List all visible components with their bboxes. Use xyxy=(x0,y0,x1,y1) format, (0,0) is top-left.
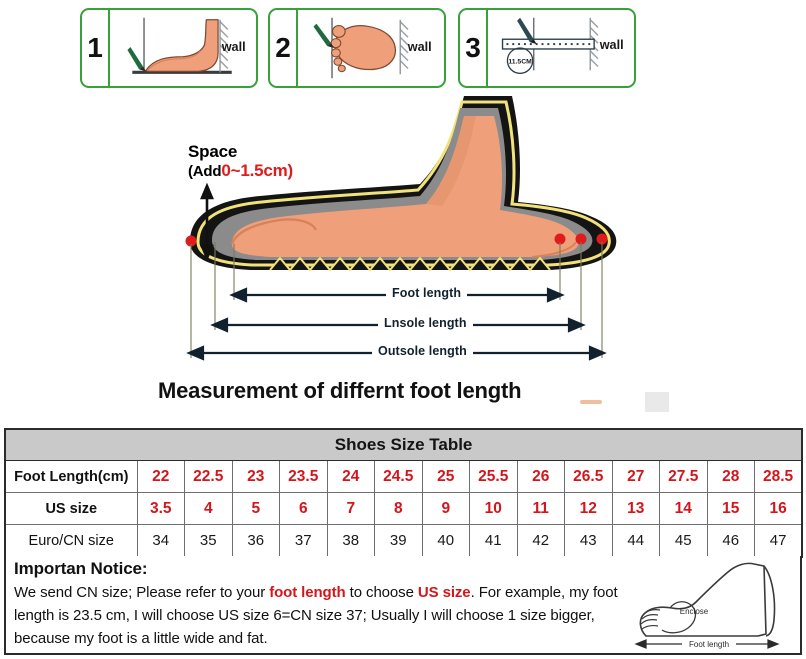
marker-foot-heel xyxy=(554,233,566,245)
section-heading: Measurement of differnt foot length xyxy=(158,378,522,403)
notice-text-3: . For example, my foot length is 23.5 cm… xyxy=(14,584,618,647)
step-number-2: 2 xyxy=(270,10,298,86)
step-3-illustration: 11.5CM wall xyxy=(488,10,634,86)
image-artifact-left xyxy=(580,400,602,404)
cell-euro-cn-size: 44 xyxy=(611,524,660,558)
step-3-ruler-reading: 11.5CM xyxy=(508,59,532,66)
cell-euro-cn-size: 46 xyxy=(706,524,755,558)
cell-us-size: 8 xyxy=(374,492,423,525)
cell-us-size: 14 xyxy=(659,492,708,525)
notice-highlight-us-size: US size xyxy=(417,584,471,601)
notice-title: Importan Notice: xyxy=(14,559,148,578)
cell-foot-length: 28 xyxy=(706,460,755,493)
cell-us-size: 12 xyxy=(564,492,613,525)
label-outsole-length: Outsole length xyxy=(372,344,473,358)
cell-foot-length: 25.5 xyxy=(469,460,518,493)
label-insole-length: Lnsole length xyxy=(378,316,473,330)
table-row-euro-cn-size: Euro/CN size 34 35 36 37 38 39 40 41 42 … xyxy=(4,524,803,558)
image-artifact-right xyxy=(645,392,669,412)
cell-us-size: 10 xyxy=(469,492,518,525)
step-3-wall-label: wall xyxy=(599,38,624,52)
step-1-wall-label: wall xyxy=(221,40,246,54)
cell-foot-length: 24.5 xyxy=(374,460,423,493)
space-range-text: 0~1.5cm) xyxy=(221,161,294,181)
notice-foot-illustration: Enclose Foot length xyxy=(624,558,796,652)
table-row-foot-length: Foot Length(cm) 22 22.5 23 23.5 24 24.5 … xyxy=(4,460,803,493)
cell-us-size: 13 xyxy=(611,492,660,525)
step-2-illustration: wall xyxy=(298,10,444,86)
cell-foot-length: 23 xyxy=(231,460,280,493)
cell-foot-length: 25 xyxy=(421,460,470,493)
step-panel-3: 3 xyxy=(458,8,636,88)
cell-us-size: 9 xyxy=(421,492,470,525)
step-1-illustration: wall xyxy=(110,10,256,86)
row-header-euro-cn-size: Euro/CN size xyxy=(4,524,138,558)
step-number-3: 3 xyxy=(460,10,488,86)
cell-foot-length: 27.5 xyxy=(659,460,708,493)
cell-euro-cn-size: 41 xyxy=(469,524,518,558)
cell-us-size: 7 xyxy=(326,492,375,525)
cell-us-size: 16 xyxy=(754,492,803,525)
marker-outsole-toe xyxy=(185,235,197,247)
cell-foot-length: 22.5 xyxy=(184,460,233,493)
table-title-row: Shoes Size Table xyxy=(4,428,803,461)
label-foot-length: Foot length xyxy=(386,286,468,300)
space-callout: Space (Add0~1.5cm) xyxy=(188,142,293,181)
notice-text-2: to choose xyxy=(345,584,418,601)
space-add-text: (Add xyxy=(188,163,222,181)
foot-measurement-diagram: Space (Add0~1.5cm) Foot length Lnsole le… xyxy=(120,92,680,382)
cell-euro-cn-size: 37 xyxy=(279,524,328,558)
cell-foot-length: 27 xyxy=(611,460,660,493)
row-header-foot-length: Foot Length(cm) xyxy=(4,460,138,493)
marker-insole-heel xyxy=(575,233,587,245)
cell-euro-cn-size: 43 xyxy=(564,524,613,558)
notice-body: We send CN size; Please refer to your fo… xyxy=(14,582,646,650)
cell-euro-cn-size: 35 xyxy=(184,524,233,558)
cell-foot-length: 28.5 xyxy=(754,460,803,493)
cell-foot-length: 26.5 xyxy=(564,460,613,493)
cell-euro-cn-size: 47 xyxy=(754,524,803,558)
cell-us-size: 3.5 xyxy=(136,492,185,525)
cell-euro-cn-size: 34 xyxy=(136,524,185,558)
cell-foot-length: 23.5 xyxy=(279,460,328,493)
cell-us-size: 11 xyxy=(516,492,565,525)
foot-length-label-small: Foot length xyxy=(689,640,729,649)
space-word: Space xyxy=(188,142,238,161)
cell-euro-cn-size: 36 xyxy=(231,524,280,558)
cell-euro-cn-size: 42 xyxy=(516,524,565,558)
cell-euro-cn-size: 38 xyxy=(326,524,375,558)
step-panel-2: 2 xyxy=(268,8,446,88)
enclose-label: Enclose xyxy=(680,607,709,616)
cell-us-size: 5 xyxy=(231,492,280,525)
step-number-1: 1 xyxy=(82,10,110,86)
notice-highlight-foot-length: foot length xyxy=(269,584,346,601)
step-2-wall-label: wall xyxy=(407,40,432,54)
cell-euro-cn-size: 45 xyxy=(659,524,708,558)
table-title: Shoes Size Table xyxy=(4,428,803,461)
cell-us-size: 4 xyxy=(184,492,233,525)
cell-euro-cn-size: 39 xyxy=(374,524,423,558)
cell-foot-length: 26 xyxy=(516,460,565,493)
step-panel-1: 1 xyxy=(80,8,258,88)
cell-foot-length: 22 xyxy=(136,460,185,493)
measurement-steps-row: 1 xyxy=(0,8,806,90)
marker-outsole-heel xyxy=(596,233,608,245)
table-row-us-size: US size 3.5 4 5 6 7 8 9 10 11 12 13 14 1… xyxy=(4,492,803,525)
row-header-us-size: US size xyxy=(4,492,138,525)
cell-us-size: 15 xyxy=(706,492,755,525)
notice-text-1: We send CN size; Please refer to your xyxy=(14,584,270,601)
cell-us-size: 6 xyxy=(279,492,328,525)
cell-euro-cn-size: 40 xyxy=(421,524,470,558)
shoes-size-table: Shoes Size Table Foot Length(cm) 22 22.5… xyxy=(4,428,804,558)
cell-foot-length: 24 xyxy=(326,460,375,493)
important-notice-block: Importan Notice: We send CN size; Please… xyxy=(4,556,802,655)
